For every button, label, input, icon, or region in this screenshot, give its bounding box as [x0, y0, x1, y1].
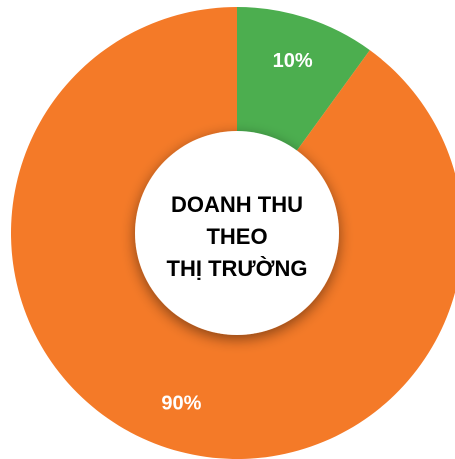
chart-title: DOANH THU — [171, 192, 303, 217]
value-label: 10% — [273, 50, 313, 72]
chart-title: THỊ TRƯỜNG — [167, 256, 308, 281]
slice — [11, 7, 455, 459]
slices — [11, 7, 455, 459]
slice — [237, 7, 370, 153]
donut-hole — [135, 131, 339, 335]
chart-title: THEO — [206, 224, 267, 249]
value-label: 90% — [161, 392, 201, 414]
